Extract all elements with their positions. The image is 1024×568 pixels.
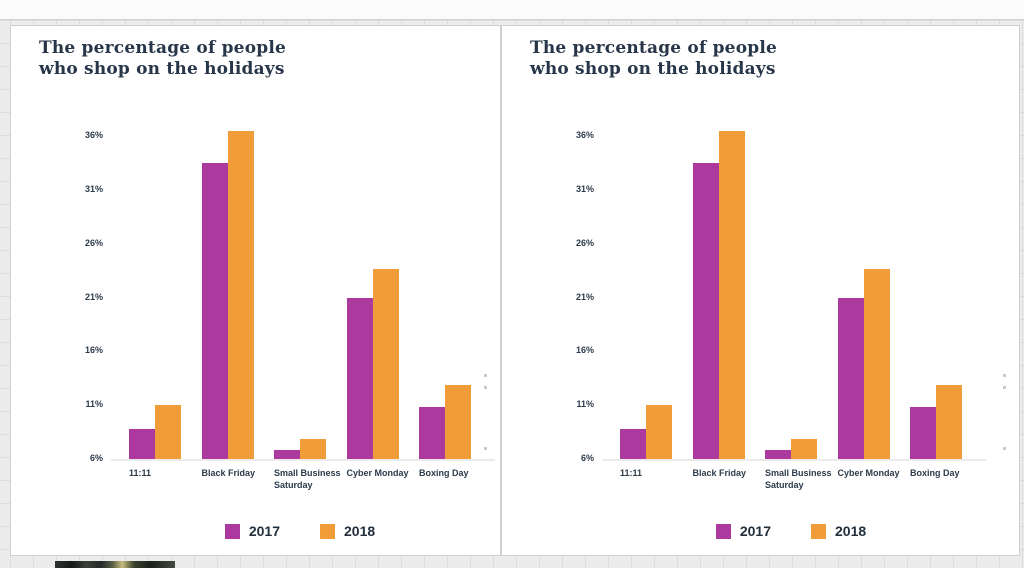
chart-title: The percentage of people who shop on the… — [530, 38, 777, 80]
bar-groups: 11:11 Black Friday Small Business Saturday… — [111, 104, 489, 490]
bar-2018 — [155, 405, 181, 459]
category-label: Cyber Monday — [346, 468, 409, 478]
bar-pair — [692, 130, 745, 459]
bar-2018 — [372, 268, 399, 459]
bar-2017 — [346, 297, 373, 459]
y-tick-label: 21% — [84, 291, 103, 302]
chart-card-left[interactable]: The percentage of people who shop on the… — [10, 25, 501, 556]
chart-legend: 2017 2018 — [602, 523, 980, 539]
canvas-stray-mark — [484, 374, 487, 377]
bar-pair — [910, 384, 962, 459]
bar-pair — [419, 384, 471, 459]
bar-pair — [201, 130, 254, 459]
legend-label: 2018 — [835, 523, 867, 539]
legend-swatch — [715, 523, 731, 539]
chart-title: The percentage of people who shop on the… — [39, 38, 286, 80]
y-tick-label: 31% — [575, 184, 594, 195]
bar-2017 — [620, 428, 646, 459]
bar-group: Cyber Monday — [346, 104, 409, 478]
bar-2017 — [274, 450, 300, 459]
bar-group: Black Friday — [201, 104, 255, 478]
legend-label: 2018 — [344, 523, 376, 539]
y-tick-label: 11% — [576, 399, 594, 410]
bar-group: 11:11 — [620, 104, 672, 478]
y-tick-label: 36% — [84, 130, 103, 141]
canvas-stray-mark — [1003, 447, 1006, 450]
bar-pair — [765, 438, 817, 459]
bar-group: Cyber Monday — [837, 104, 900, 478]
y-axis-labels: 6% 11% 16% 21% 26% 31% 36% — [558, 104, 598, 463]
canvas-top-strip — [0, 0, 1024, 20]
legend-label: 2017 — [248, 523, 280, 539]
bar-2018 — [718, 130, 745, 459]
category-label: Black Friday — [692, 468, 747, 478]
bar-2017 — [765, 450, 791, 459]
bar-2017 — [910, 407, 936, 459]
bar-2017 — [692, 163, 719, 459]
canvas-stray-mark — [484, 447, 487, 450]
plot-area: 11:11 Black Friday Small Business Saturday… — [111, 104, 495, 490]
bar-2017 — [201, 163, 228, 459]
bar-group: Small Business Saturday — [765, 104, 832, 490]
bar-pair — [620, 405, 672, 459]
y-tick-label: 26% — [575, 237, 594, 248]
legend-item-2017: 2017 — [715, 523, 771, 539]
bar-group: Boxing Day — [419, 104, 471, 478]
bar-2018 — [791, 438, 817, 459]
legend-swatch — [811, 523, 826, 539]
legend-swatch — [224, 523, 240, 539]
category-label: Boxing Day — [910, 468, 960, 478]
y-tick-label: 6% — [89, 453, 103, 463]
y-tick-label: 6% — [580, 453, 594, 463]
legend-swatch — [320, 523, 335, 539]
category-label: Cyber Monday — [837, 468, 900, 478]
bar-group: Black Friday — [692, 104, 746, 478]
category-label: Boxing Day — [419, 468, 469, 478]
bar-group: Small Business Saturday — [274, 104, 341, 490]
legend-item-2017: 2017 — [224, 523, 280, 539]
category-label: Small Business Saturday — [274, 468, 341, 490]
bar-2017 — [419, 407, 445, 459]
canvas-stray-mark — [484, 386, 487, 389]
y-tick-label: 21% — [575, 291, 594, 302]
bar-pair — [346, 268, 399, 459]
plot-area: 11:11 Black Friday Small Business Saturday… — [602, 104, 986, 490]
canvas-stray-mark — [1003, 386, 1006, 389]
bar-2017 — [837, 297, 864, 459]
bar-groups: 11:11 Black Friday Small Business Saturday… — [602, 104, 980, 490]
category-label: Black Friday — [201, 468, 256, 478]
bar-2018 — [863, 268, 890, 459]
y-tick-label: 31% — [84, 184, 103, 195]
bar-2018 — [300, 438, 326, 459]
x-axis-line — [111, 459, 495, 461]
category-label: Small Business Saturday — [765, 468, 832, 490]
bar-pair — [129, 405, 181, 459]
chart-card-right[interactable]: The percentage of people who shop on the… — [501, 25, 1020, 556]
canvas-stray-mark — [1003, 374, 1006, 377]
legend-label: 2017 — [739, 523, 771, 539]
y-tick-label: 16% — [575, 345, 594, 356]
bar-2018 — [936, 384, 962, 459]
y-tick-label: 36% — [575, 130, 594, 141]
bar-pair — [837, 268, 890, 459]
bar-2018 — [646, 405, 672, 459]
bar-group: 11:11 — [129, 104, 181, 478]
y-tick-label: 26% — [84, 237, 103, 248]
category-label: 11:11 — [129, 468, 152, 478]
x-axis-line — [602, 459, 986, 461]
bar-2018 — [227, 130, 254, 459]
bar-2017 — [129, 428, 155, 459]
partial-canvas-object[interactable] — [55, 561, 175, 568]
legend-item-2018: 2018 — [811, 523, 866, 539]
chart-legend: 2017 2018 — [111, 523, 489, 539]
y-tick-label: 16% — [84, 345, 103, 356]
bar-2018 — [445, 384, 471, 459]
legend-item-2018: 2018 — [320, 523, 375, 539]
y-tick-label: 11% — [85, 399, 103, 410]
category-label: 11:11 — [620, 468, 643, 478]
bar-pair — [274, 438, 326, 459]
y-axis-labels: 6% 11% 16% 21% 26% 31% 36% — [67, 104, 107, 463]
bar-group: Boxing Day — [910, 104, 962, 478]
